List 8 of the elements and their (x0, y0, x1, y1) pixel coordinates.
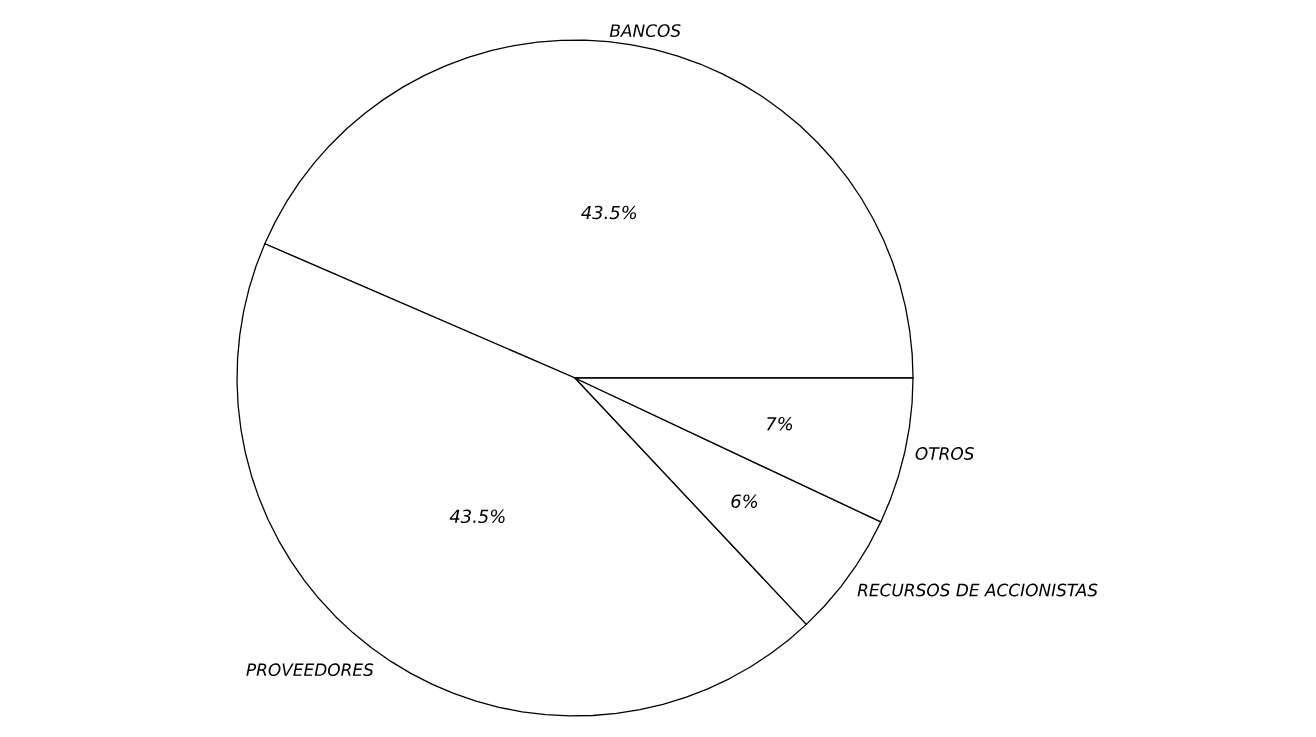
data-label: 43.5% (449, 509, 505, 524)
slice-label: OTROS (915, 447, 974, 460)
slice-label: BANCOS (609, 24, 681, 37)
slice-label: PROVEEDORES (246, 663, 374, 677)
data-label: 6% (731, 494, 758, 508)
data-label: 7% (766, 416, 793, 431)
slice-label: RECURSOS DE ACCIONISTAS (857, 583, 1098, 597)
data-label: 43.5% (581, 205, 637, 220)
